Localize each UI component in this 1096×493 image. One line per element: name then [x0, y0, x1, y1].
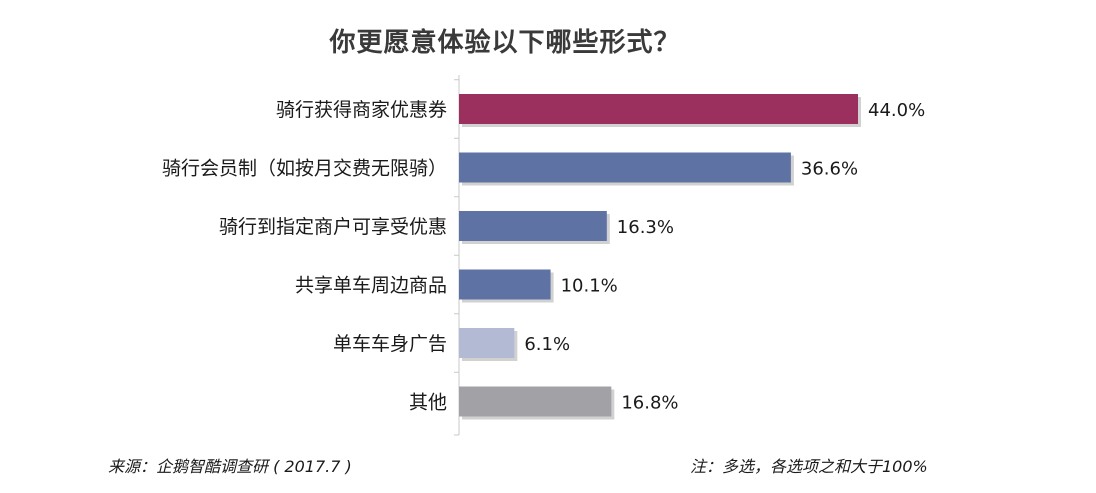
value-label: 36.6% — [801, 159, 858, 180]
category-label: 骑行会员制（如按月交费无限骑） — [162, 158, 447, 180]
chart-title: 你更愿意体验以下哪些形式？ — [329, 28, 681, 58]
value-label: 6.1% — [524, 334, 570, 355]
value-label: 44.0% — [868, 100, 925, 121]
bar — [459, 328, 515, 358]
bar — [459, 94, 858, 124]
category-label: 骑行获得商家优惠券 — [276, 99, 447, 121]
bar — [459, 211, 607, 241]
category-label: 其他 — [409, 392, 447, 414]
footnote: 注：多选，各选项之和大于100% — [690, 457, 928, 476]
value-label: 16.3% — [617, 217, 674, 238]
category-label: 骑行到指定商户可享受优惠 — [219, 216, 447, 238]
value-label: 16.8% — [621, 393, 678, 414]
value-label: 10.1% — [561, 276, 618, 297]
bar — [459, 152, 791, 183]
category-label: 单车车身广告 — [333, 333, 447, 355]
bar — [459, 269, 551, 300]
bar — [459, 386, 612, 417]
category-label: 共享单车周边商品 — [295, 275, 447, 297]
source-note: 来源：企鹅智酷调查研 ( 2017.7 ) — [108, 457, 352, 476]
